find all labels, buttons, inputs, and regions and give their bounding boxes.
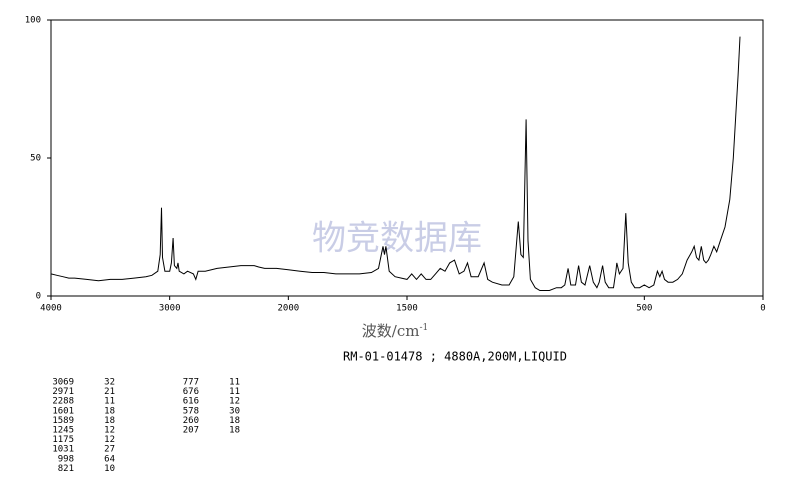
spectrum-line <box>50 36 741 291</box>
y-tick-label: 0 <box>36 292 41 302</box>
x-label-sup: -1 <box>419 323 428 333</box>
peak-intensity: 32 <box>104 378 115 388</box>
x-tick-label: 500 <box>636 304 652 314</box>
peak-wavenumber: 821 <box>58 464 74 474</box>
peak-intensity: 11 <box>229 378 240 388</box>
peak-wavenumber: 616 <box>183 397 199 407</box>
peak-wavenumber: 207 <box>183 426 199 436</box>
peak-wavenumber: 777 <box>183 378 199 388</box>
peak-intensity: 12 <box>229 397 240 407</box>
peak-wavenumber: 998 <box>58 454 74 464</box>
y-tick-label: 100 <box>25 16 41 26</box>
peak-wavenumber: 1245 <box>52 426 74 436</box>
peak-intensity: 11 <box>104 397 115 407</box>
subtitle: RM-01-01478 ; 4880A,200M,LIQUID <box>343 350 567 364</box>
x-tick-label: 2000 <box>277 304 299 314</box>
x-label-main: 波数/cm <box>362 322 420 340</box>
x-axis-label: 波数/cm-1 <box>362 322 428 340</box>
peak-intensity: 12 <box>104 435 115 445</box>
peak-intensity: 21 <box>104 387 115 397</box>
peak-wavenumber: 260 <box>183 416 199 426</box>
peak-wavenumber: 1175 <box>52 435 74 445</box>
peak-wavenumber: 676 <box>183 387 199 397</box>
peak-wavenumber: 3069 <box>52 378 74 388</box>
peak-wavenumber: 578 <box>183 406 199 416</box>
peak-intensity: 18 <box>229 416 240 426</box>
peak-intensity: 18 <box>104 416 115 426</box>
peak-intensity: 30 <box>229 406 240 416</box>
peak-intensity: 10 <box>104 464 115 474</box>
watermark: 物竞数据库 <box>312 219 482 259</box>
peak-intensity: 64 <box>104 454 115 464</box>
peak-wavenumber: 2288 <box>52 397 74 407</box>
peak-intensity: 18 <box>104 406 115 416</box>
peak-wavenumber: 1601 <box>52 406 74 416</box>
peak-intensity: 11 <box>229 387 240 397</box>
peak-intensity: 27 <box>104 445 115 455</box>
x-tick-label: 0 <box>760 304 765 314</box>
x-tick-label: 3000 <box>159 304 181 314</box>
x-tick-label: 1500 <box>396 304 418 314</box>
peak-wavenumber: 2971 <box>52 387 74 397</box>
peak-intensity: 12 <box>104 426 115 436</box>
peak-intensity: 18 <box>229 426 240 436</box>
x-tick-label: 4000 <box>40 304 62 314</box>
y-tick-label: 50 <box>30 154 41 164</box>
peak-wavenumber: 1031 <box>52 445 74 455</box>
peak-wavenumber: 1589 <box>52 416 74 426</box>
